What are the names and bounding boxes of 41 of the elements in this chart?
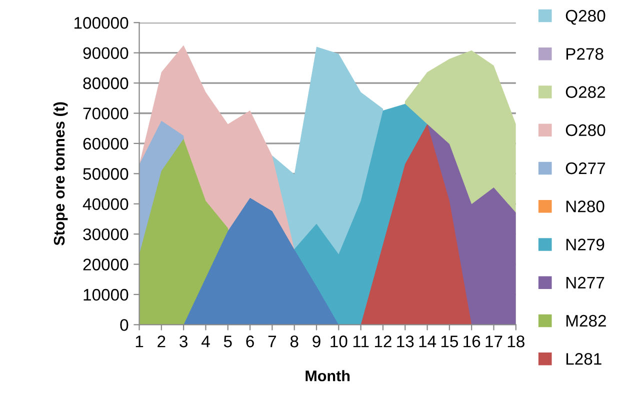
x-tick-label: 18 (508, 336, 524, 348)
x-tick-label: 10 (330, 336, 348, 348)
legend-label: P278 (566, 48, 604, 60)
y-tick-label: 0 (120, 319, 128, 331)
x-tick-label: 15 (441, 336, 458, 348)
y-tick-label: 70000 (83, 108, 128, 120)
x-tick-label: 12 (374, 336, 392, 348)
y-tick-label: 100000 (74, 17, 128, 29)
y-tick-label: 50000 (83, 168, 128, 180)
legend-label: O277 (566, 162, 606, 174)
x-axis-title: Month (306, 370, 350, 382)
x-tick-label: 8 (290, 336, 298, 348)
x-tick-label: 1 (136, 336, 144, 348)
x-tick-label: 11 (353, 336, 369, 348)
y-tick-label: 40000 (82, 198, 128, 210)
y-tick-label: 90000 (83, 47, 128, 60)
legend-label: O282 (566, 86, 606, 98)
y-tick-label: 30000 (83, 228, 128, 240)
y-axis-title: Stope ore tonnes (t) (53, 102, 68, 246)
legend-label: N280 (566, 200, 604, 212)
x-tick-label: 4 (201, 336, 210, 348)
legend-label: N279 (566, 238, 604, 250)
x-tick-label: 16 (464, 336, 480, 348)
legend-label: Q280 (566, 10, 606, 25)
x-tick-label: 5 (224, 336, 232, 348)
legend-label: O280 (566, 124, 606, 136)
y-tick-label: 10000 (84, 288, 128, 301)
x-tick-label: 13 (397, 336, 414, 348)
x-tick-label: 2 (158, 336, 166, 348)
legend-label: L281 (566, 353, 602, 365)
x-tick-label: 3 (180, 336, 188, 348)
y-tick-label: 60000 (83, 138, 128, 150)
x-tick-label: 7 (268, 336, 276, 348)
y-tick-label: 20000 (83, 258, 128, 270)
x-tick-label: 6 (246, 336, 254, 348)
x-tick-label: 14 (419, 336, 436, 348)
legend-label: M282 (566, 314, 606, 327)
legend-label: N277 (566, 276, 604, 288)
y-tick-label: 80000 (83, 77, 128, 90)
x-tick-label: 17 (486, 336, 502, 348)
x-tick-label: 9 (312, 336, 320, 348)
